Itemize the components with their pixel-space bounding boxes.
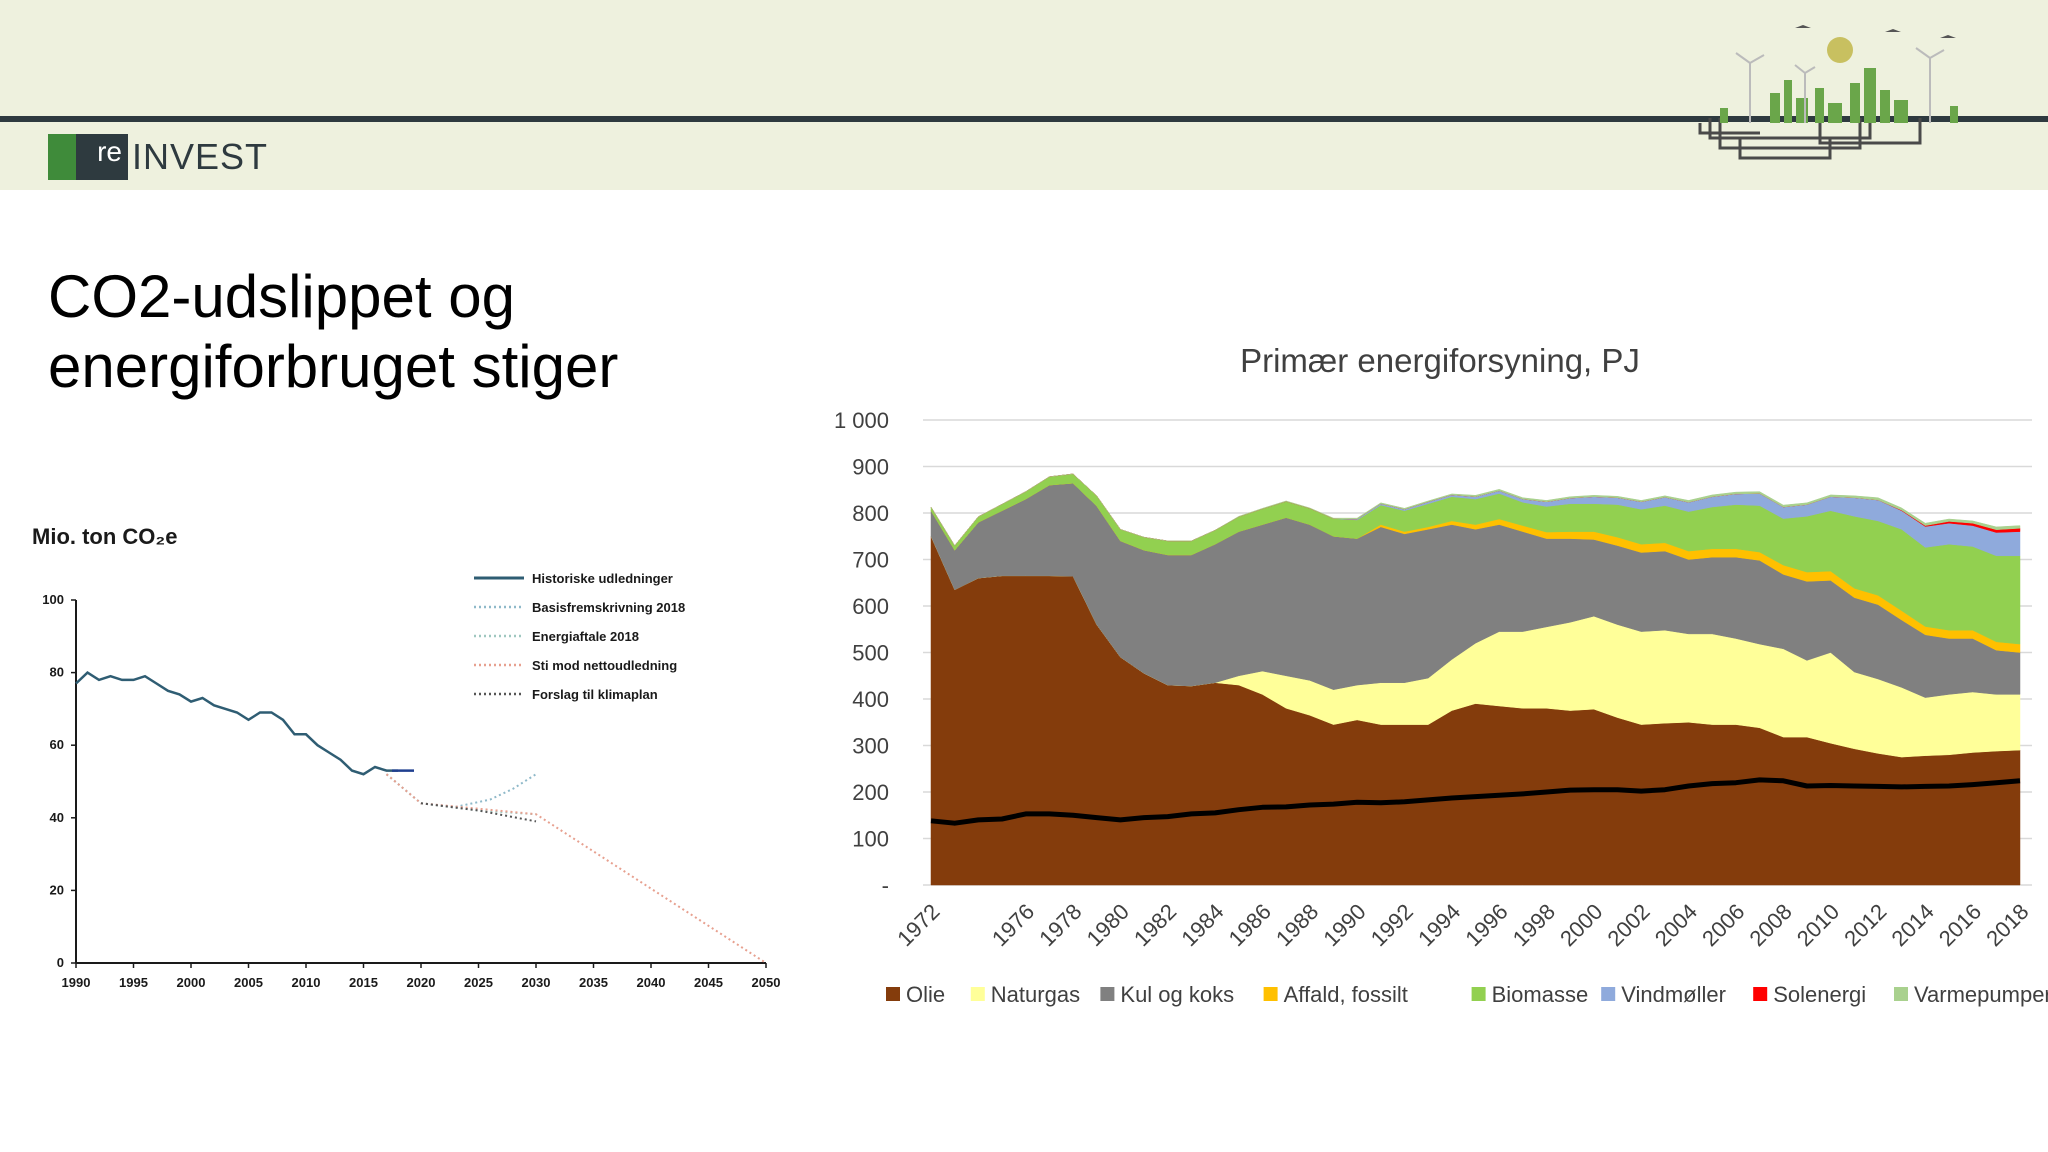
- co2-legend-label: Forslag til klimaplan: [532, 687, 658, 702]
- co2-x-tick-label: 1990: [62, 975, 91, 990]
- energy-x-tick-label: 2018: [1981, 899, 2033, 951]
- energy-x-tick-label: 2012: [1839, 899, 1891, 951]
- energy-x-tick-label: 2000: [1555, 899, 1607, 951]
- logo-mark: re: [48, 134, 128, 180]
- co2-x-tick-label: 2050: [752, 975, 781, 990]
- energy-x-tick-label: 2004: [1650, 899, 1702, 951]
- energy-x-tick-label: 2002: [1602, 899, 1654, 951]
- co2-legend-label: Basisfremskrivning 2018: [532, 600, 685, 615]
- logo-prefix: re: [97, 136, 122, 167]
- co2-y-tick-label: 40: [50, 810, 64, 825]
- co2-legend-label: Energiaftale 2018: [532, 629, 639, 644]
- energy-x-tick-label: 1992: [1366, 899, 1418, 951]
- co2-y-tick-label: 100: [42, 592, 64, 607]
- energy-y-tick-label: 1 000: [834, 408, 889, 433]
- energy-x-tick-label: 1990: [1318, 899, 1370, 951]
- energy-x-tick-label: 1984: [1176, 899, 1228, 951]
- energy-x-tick-label: 1976: [987, 899, 1039, 951]
- energy-legend-label: Affald, fossilt: [1284, 982, 1408, 1007]
- co2-x-tick-label: 2005: [234, 975, 263, 990]
- energy-x-tick-label: 1982: [1129, 899, 1181, 951]
- energy-x-tick-label: 1988: [1271, 899, 1323, 951]
- energy-y-tick-label: 600: [852, 594, 889, 619]
- energy-legend-label: Olie: [906, 982, 945, 1007]
- co2-x-tick-label: 2040: [637, 975, 666, 990]
- city-skyline-illustration: [1698, 25, 1958, 160]
- energy-y-tick-label: 900: [852, 455, 889, 480]
- reinvest-logo: re INVEST: [48, 134, 268, 180]
- energy-x-tick-label: 1978: [1034, 899, 1086, 951]
- co2-x-tick-label: 2025: [464, 975, 493, 990]
- slide-title-line-1: CO2-udslippet og: [48, 263, 515, 330]
- co2-x-tick-label: 2035: [579, 975, 608, 990]
- slide-title-line-2: energiforbruget stiger: [48, 333, 619, 400]
- co2-y-tick-label: 20: [50, 882, 64, 897]
- energy-chart-title: Primær energiforsyning, PJ: [1240, 342, 1640, 379]
- co2-series-line: [75, 671, 398, 776]
- energy-legend-label: Kul og koks: [1120, 982, 1234, 1007]
- co2-x-tick-label: 2030: [522, 975, 551, 990]
- co2-series-line: [385, 773, 767, 964]
- co2-series-line: [385, 773, 537, 808]
- energy-legend-swatch: [1100, 987, 1115, 1001]
- energy-y-tick-label: 400: [852, 687, 889, 712]
- energy-legend-label: Vindmøller: [1621, 982, 1726, 1007]
- energy-x-tick-label: 1980: [1082, 899, 1134, 951]
- energy-x-tick-label: 1994: [1413, 899, 1465, 951]
- co2-x-tick-label: 2045: [694, 975, 723, 990]
- co2-y-tick-label: 80: [50, 665, 64, 680]
- energy-x-tick-label: 2006: [1697, 899, 1749, 951]
- energy-legend-swatch: [1471, 987, 1486, 1001]
- energy-overlay-line: [930, 777, 2021, 826]
- energy-legend-label: Biomasse: [1492, 982, 1589, 1007]
- energy-legend-swatch: [1894, 987, 1908, 1001]
- energy-legend-label: Solenergi: [1773, 982, 1866, 1007]
- energy-legend-swatch: [1263, 987, 1278, 1001]
- header-divider: [0, 116, 2048, 122]
- co2-y-tick-label: 60: [50, 737, 64, 752]
- energy-supply-chart: Primær energiforsyning, PJ - 100 200 300 400 5…: [834, 342, 2048, 1007]
- energy-y-tick-label: 200: [852, 780, 889, 805]
- header-banner: [0, 0, 2048, 190]
- energy-y-tick-label: 800: [852, 501, 889, 526]
- co2-legend-label: Historiske udledninger: [532, 571, 673, 586]
- energy-x-tick-label: 1998: [1508, 899, 1560, 951]
- energy-x-tick-label: 1996: [1460, 899, 1512, 951]
- energy-legend-label: Varmepumper: [1914, 982, 2048, 1007]
- co2-x-tick-label: 2000: [177, 975, 206, 990]
- co2-legend-label: Sti mod nettoudledning: [532, 658, 677, 673]
- co2-x-tick-label: 2015: [349, 975, 378, 990]
- energy-x-tick-label: 2016: [1934, 899, 1986, 951]
- energy-x-tick-label: 2014: [1887, 899, 1939, 951]
- co2-chart-title: Mio. ton CO₂e: [32, 524, 177, 549]
- energy-legend-label: Naturgas: [991, 982, 1080, 1007]
- energy-x-tick-label: 1972: [892, 899, 944, 951]
- co2-y-tick-label: 0: [57, 955, 64, 970]
- slide-title: CO2-udslippet og energiforbruget stiger: [48, 262, 748, 402]
- energy-legend-swatch: [886, 987, 900, 1001]
- energy-y-tick-label: 700: [852, 548, 889, 573]
- co2-x-tick-label: 2010: [292, 975, 321, 990]
- energy-y-tick-label: 100: [852, 827, 889, 852]
- energy-y-tick-label: 300: [852, 734, 889, 759]
- energy-x-tick-label: 2010: [1792, 899, 1844, 951]
- energy-x-tick-label: 1986: [1224, 899, 1276, 951]
- energy-area-series: [930, 473, 2021, 547]
- logo-text: INVEST: [132, 136, 269, 177]
- energy-x-tick-label: 2008: [1745, 899, 1797, 951]
- energy-y-tick-label: 500: [852, 641, 889, 666]
- co2-x-tick-label: 1995: [119, 975, 148, 990]
- co2-series-line: [420, 802, 537, 823]
- energy-legend-swatch: [970, 987, 985, 1001]
- co2-x-tick-label: 2020: [407, 975, 436, 990]
- energy-legend-swatch: [1601, 987, 1616, 1001]
- energy-legend-swatch: [1753, 987, 1768, 1001]
- energy-y-tick-label: -: [882, 873, 889, 898]
